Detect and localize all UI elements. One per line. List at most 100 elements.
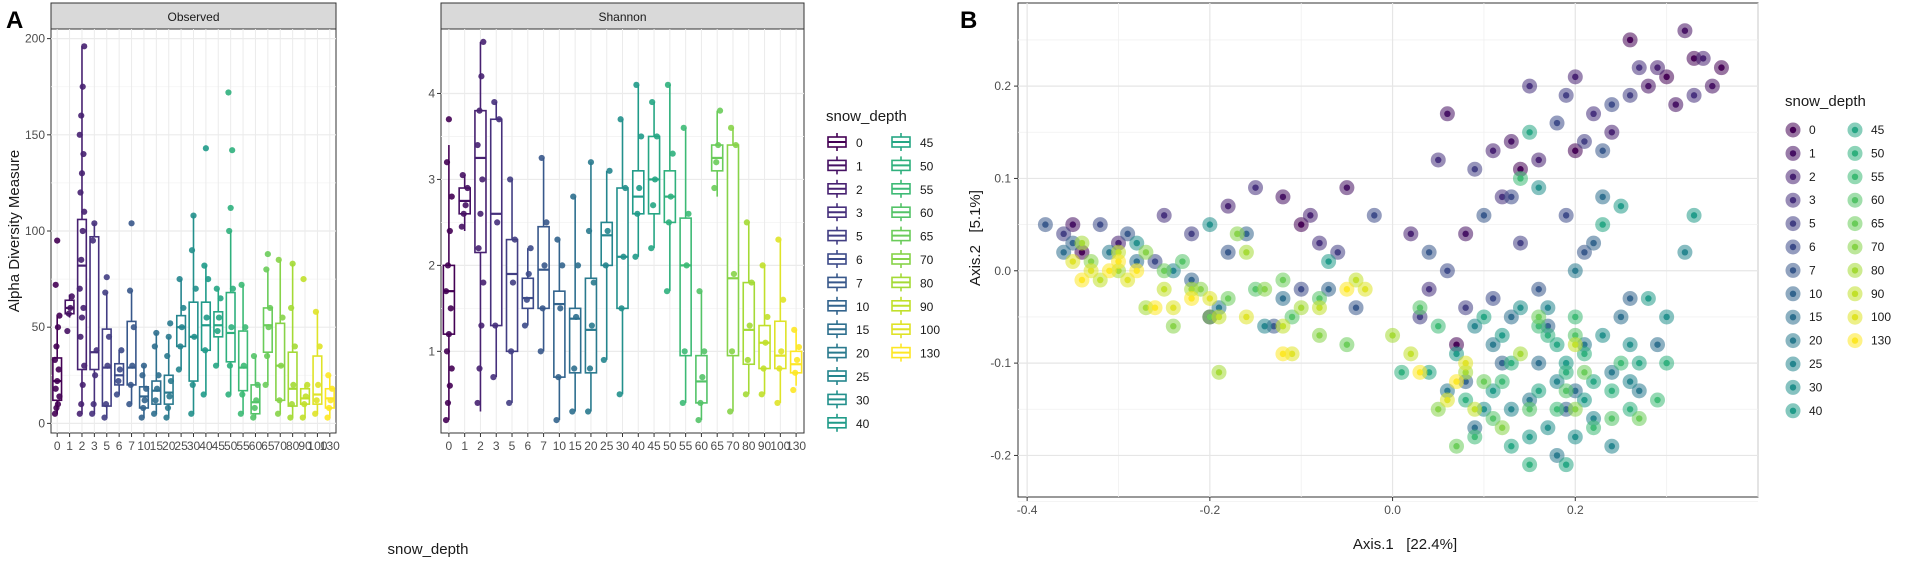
legend-dot — [1789, 384, 1797, 391]
pcoa-point — [1234, 230, 1241, 238]
pcoa-point — [1526, 396, 1533, 404]
pcoa-point — [1243, 313, 1250, 321]
pcoa-point — [1042, 221, 1049, 228]
data-point — [250, 352, 258, 360]
pcoa-point — [1572, 73, 1579, 81]
data-point — [237, 410, 244, 417]
pcoa-point — [1142, 249, 1150, 256]
data-point — [730, 270, 738, 278]
pcoa-point — [1416, 313, 1424, 321]
pcoa-point — [1581, 350, 1588, 358]
pcoa-legend-key-65: 65 — [1847, 216, 1885, 232]
x-tick-label-shannon: 45 — [647, 439, 661, 453]
data-point — [301, 401, 308, 408]
box-observed-30 — [188, 212, 199, 417]
box-shannon-5 — [505, 176, 519, 407]
pcoa-point — [1553, 452, 1561, 459]
data-point — [215, 314, 223, 321]
pcoa-point — [1115, 239, 1122, 247]
data-point — [51, 410, 59, 417]
pcoa-point — [1087, 258, 1095, 265]
pcoa-point — [1626, 92, 1634, 99]
pcoa-point — [1243, 230, 1250, 238]
data-point — [585, 227, 593, 235]
x-tick-label-observed: 5 — [103, 439, 110, 453]
legend-label: 5 — [856, 230, 863, 244]
pcoa-point — [1352, 304, 1360, 311]
pcoa-point — [1316, 295, 1323, 302]
data-point — [727, 408, 734, 415]
data-point — [167, 377, 175, 385]
legend-dot — [1789, 173, 1797, 180]
data-point — [681, 348, 688, 355]
pcoa-point — [1215, 313, 1223, 321]
data-point — [217, 295, 224, 302]
pcoa-legend-key-20: 20 — [1785, 333, 1823, 349]
legend-label: 2 — [856, 183, 863, 197]
data-point — [290, 381, 297, 389]
legend-dot — [1789, 243, 1797, 251]
pcoa-legend-key-0: 0 — [1785, 122, 1816, 138]
pcoa-legend-key-45: 45 — [1847, 122, 1885, 138]
pcoa-point — [1471, 406, 1478, 413]
data-point — [79, 381, 86, 389]
pcoa-point — [1224, 202, 1232, 210]
data-point — [715, 141, 722, 149]
box-observed-130 — [324, 372, 336, 421]
pcoa-point — [1590, 424, 1597, 431]
pcoa-series-90 — [1092, 244, 1583, 417]
data-point — [103, 274, 110, 281]
legend-label: 60 — [920, 206, 934, 220]
data-point — [153, 329, 160, 337]
pcoa-point — [1371, 212, 1378, 219]
pcoa-point — [1498, 359, 1506, 367]
data-point — [242, 324, 249, 331]
box-body — [774, 320, 787, 370]
data-point — [190, 212, 197, 219]
pcoa-point — [1407, 350, 1415, 358]
box-body — [287, 351, 298, 407]
data-point — [622, 184, 629, 192]
pcoa-point — [1553, 378, 1561, 385]
box-shannon-45 — [647, 98, 661, 252]
y-tick-label-shannon: 4 — [428, 86, 435, 100]
legend-key-20: 20 — [827, 343, 870, 362]
pcoa-point — [1243, 249, 1250, 256]
pcoa-point — [1060, 230, 1067, 238]
x-tick-label-shannon: 55 — [679, 439, 693, 453]
pcoa-point — [1279, 350, 1287, 358]
pcoa-point — [1106, 249, 1113, 256]
x-tick-label-observed: 40 — [199, 439, 213, 453]
legend-key-90: 90 — [891, 296, 934, 315]
legend-label: 6 — [1809, 240, 1816, 254]
pcoa-point — [1197, 286, 1204, 293]
box-body — [631, 170, 645, 215]
legend-dot — [1851, 220, 1859, 227]
pcoa-point — [1562, 92, 1570, 99]
legend-dot — [1851, 314, 1859, 321]
pcoa-point — [1572, 147, 1579, 154]
legend-label: 130 — [920, 347, 940, 361]
pcoa-point — [1316, 304, 1323, 311]
data-point — [279, 314, 286, 321]
box-observed-5 — [101, 274, 113, 421]
data-point — [202, 145, 209, 152]
x-tick-label-observed: 70 — [274, 439, 288, 453]
data-point — [54, 237, 61, 244]
data-point — [275, 256, 282, 263]
data-point — [555, 374, 562, 381]
pcoa-point — [1572, 433, 1579, 441]
pcoa-series-2 — [1110, 50, 1711, 251]
legend-label: 45 — [920, 136, 934, 150]
boxplot-legend: snow_depth 0 1 2 3 5 6 7 10 15 20 25 30 40 45 50 55 60 65… — [826, 108, 940, 432]
pcoa-point — [1526, 406, 1533, 413]
pcoa-point — [1517, 350, 1524, 358]
data-point — [507, 348, 515, 355]
data-point — [155, 372, 162, 379]
pcoa-series-1 — [1065, 23, 1720, 242]
pcoa-point — [1133, 267, 1140, 274]
data-point — [462, 202, 469, 209]
data-point — [697, 399, 704, 407]
data-point — [266, 304, 274, 312]
pcoa-point — [1215, 369, 1223, 376]
